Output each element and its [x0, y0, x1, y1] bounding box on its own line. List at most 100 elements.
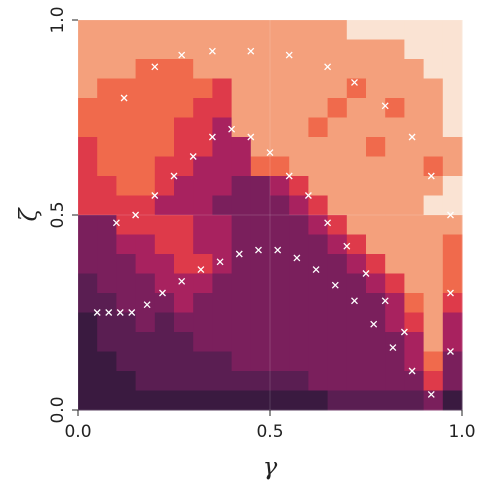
heatmap-cell	[308, 117, 329, 138]
heatmap-cell	[250, 78, 271, 99]
cross-marker	[285, 51, 293, 59]
heatmap-cell	[308, 390, 329, 411]
heatmap-cell	[212, 156, 233, 177]
heatmap-cell	[289, 59, 309, 79]
heatmap-cell	[97, 137, 117, 157]
heatmap-cell	[250, 117, 271, 138]
heatmap-cell	[423, 156, 444, 177]
cross-marker	[228, 125, 236, 133]
heatmap-cell	[78, 176, 98, 196]
heatmap-cell	[78, 293, 98, 313]
heatmap-cell	[289, 332, 309, 352]
heatmap-cell	[174, 312, 194, 333]
heatmap-cell	[346, 98, 367, 118]
heatmap-cell	[366, 254, 386, 274]
cross-marker	[197, 266, 205, 274]
cross-marker	[351, 297, 358, 305]
cross-marker	[159, 289, 166, 297]
y-axis-label: ζ	[15, 207, 43, 222]
heatmap-cell	[135, 312, 156, 333]
heatmap-cell	[346, 78, 367, 99]
cross-marker	[93, 309, 101, 316]
heatmap-cell	[231, 254, 252, 274]
heatmap-cell	[308, 254, 329, 274]
heatmap-cell	[327, 176, 348, 196]
heatmap-cell	[270, 98, 290, 118]
heatmap-cell	[97, 312, 117, 333]
heatmap-cell	[154, 371, 175, 391]
heatmap-cell	[308, 156, 329, 177]
heatmap-cell	[327, 254, 348, 274]
heatmap-cell	[193, 156, 213, 177]
x-tick-label: 0.0	[64, 422, 91, 442]
heatmap-cell	[97, 293, 117, 313]
heatmap-cell	[346, 176, 367, 196]
heatmap-cell	[442, 390, 463, 411]
heatmap-cell	[423, 234, 444, 255]
heatmap-cell	[78, 39, 98, 60]
heatmap-cell	[404, 234, 425, 255]
heatmap-cell	[135, 78, 156, 99]
heatmap-cell	[250, 273, 271, 294]
x-axis-label: γ	[263, 453, 278, 481]
heatmap-cell	[174, 78, 194, 99]
heatmap-cell	[366, 273, 386, 294]
heatmap-cell	[174, 215, 194, 235]
heatmap-cell	[154, 78, 175, 99]
heatmap-cell	[404, 195, 425, 216]
heatmap-cell	[135, 117, 156, 138]
heatmap-cell	[135, 254, 156, 274]
heatmap-cell	[231, 351, 252, 372]
cross-marker	[266, 149, 274, 157]
heatmap-cell	[346, 156, 367, 177]
heatmap-cell	[423, 195, 444, 216]
heatmap-cell	[78, 234, 98, 255]
heatmap-cell	[385, 312, 405, 333]
cross-marker	[132, 211, 140, 219]
heatmap-cell	[193, 390, 213, 411]
heatmap-cell	[212, 371, 233, 391]
heatmap-cell	[97, 156, 117, 177]
heatmap-cell	[116, 234, 137, 255]
heatmap-cell	[116, 117, 137, 138]
cross-marker	[427, 172, 435, 180]
heatmap-cell	[135, 215, 156, 235]
heatmap-cell	[270, 332, 290, 352]
heatmap-cell	[404, 176, 425, 196]
heatmap-cell	[270, 137, 290, 157]
heatmap-cell	[442, 332, 463, 352]
heatmap-cell	[442, 215, 463, 235]
cross-marker	[151, 192, 159, 199]
heatmap-cell	[346, 117, 367, 138]
heatmap-cell	[442, 371, 463, 391]
heatmap-cell	[289, 234, 309, 255]
heatmap-cell	[250, 98, 271, 118]
heatmap-cell	[250, 39, 271, 60]
heatmap-cell	[346, 137, 367, 157]
heatmap-cell	[78, 195, 98, 216]
heatmap-cell	[404, 254, 425, 274]
cross-marker	[151, 63, 159, 71]
heatmap-cell	[193, 39, 213, 60]
heatmap-cell	[212, 332, 233, 352]
heatmap-cell	[135, 137, 156, 157]
heatmap-cell	[327, 312, 348, 333]
heatmap-cell	[250, 390, 271, 411]
heatmap-cell	[308, 176, 329, 196]
heatmap-cell	[346, 39, 367, 60]
heatmap-cell	[423, 351, 444, 372]
heatmap-cell	[327, 215, 348, 235]
cross-marker	[324, 219, 332, 227]
heatmap-cell	[289, 293, 309, 313]
heatmap-cell	[327, 137, 348, 157]
cross-marker	[116, 309, 124, 316]
heatmap-cell	[442, 39, 463, 60]
heatmap-cell	[231, 390, 252, 411]
heatmap-cell	[346, 215, 367, 235]
heatmap-cell	[116, 273, 137, 294]
heatmap-cell	[385, 215, 405, 235]
heatmap-cell	[154, 351, 175, 372]
heatmap-cell	[442, 312, 463, 333]
heatmap-cell	[154, 156, 175, 177]
heatmap-cell	[154, 117, 175, 138]
